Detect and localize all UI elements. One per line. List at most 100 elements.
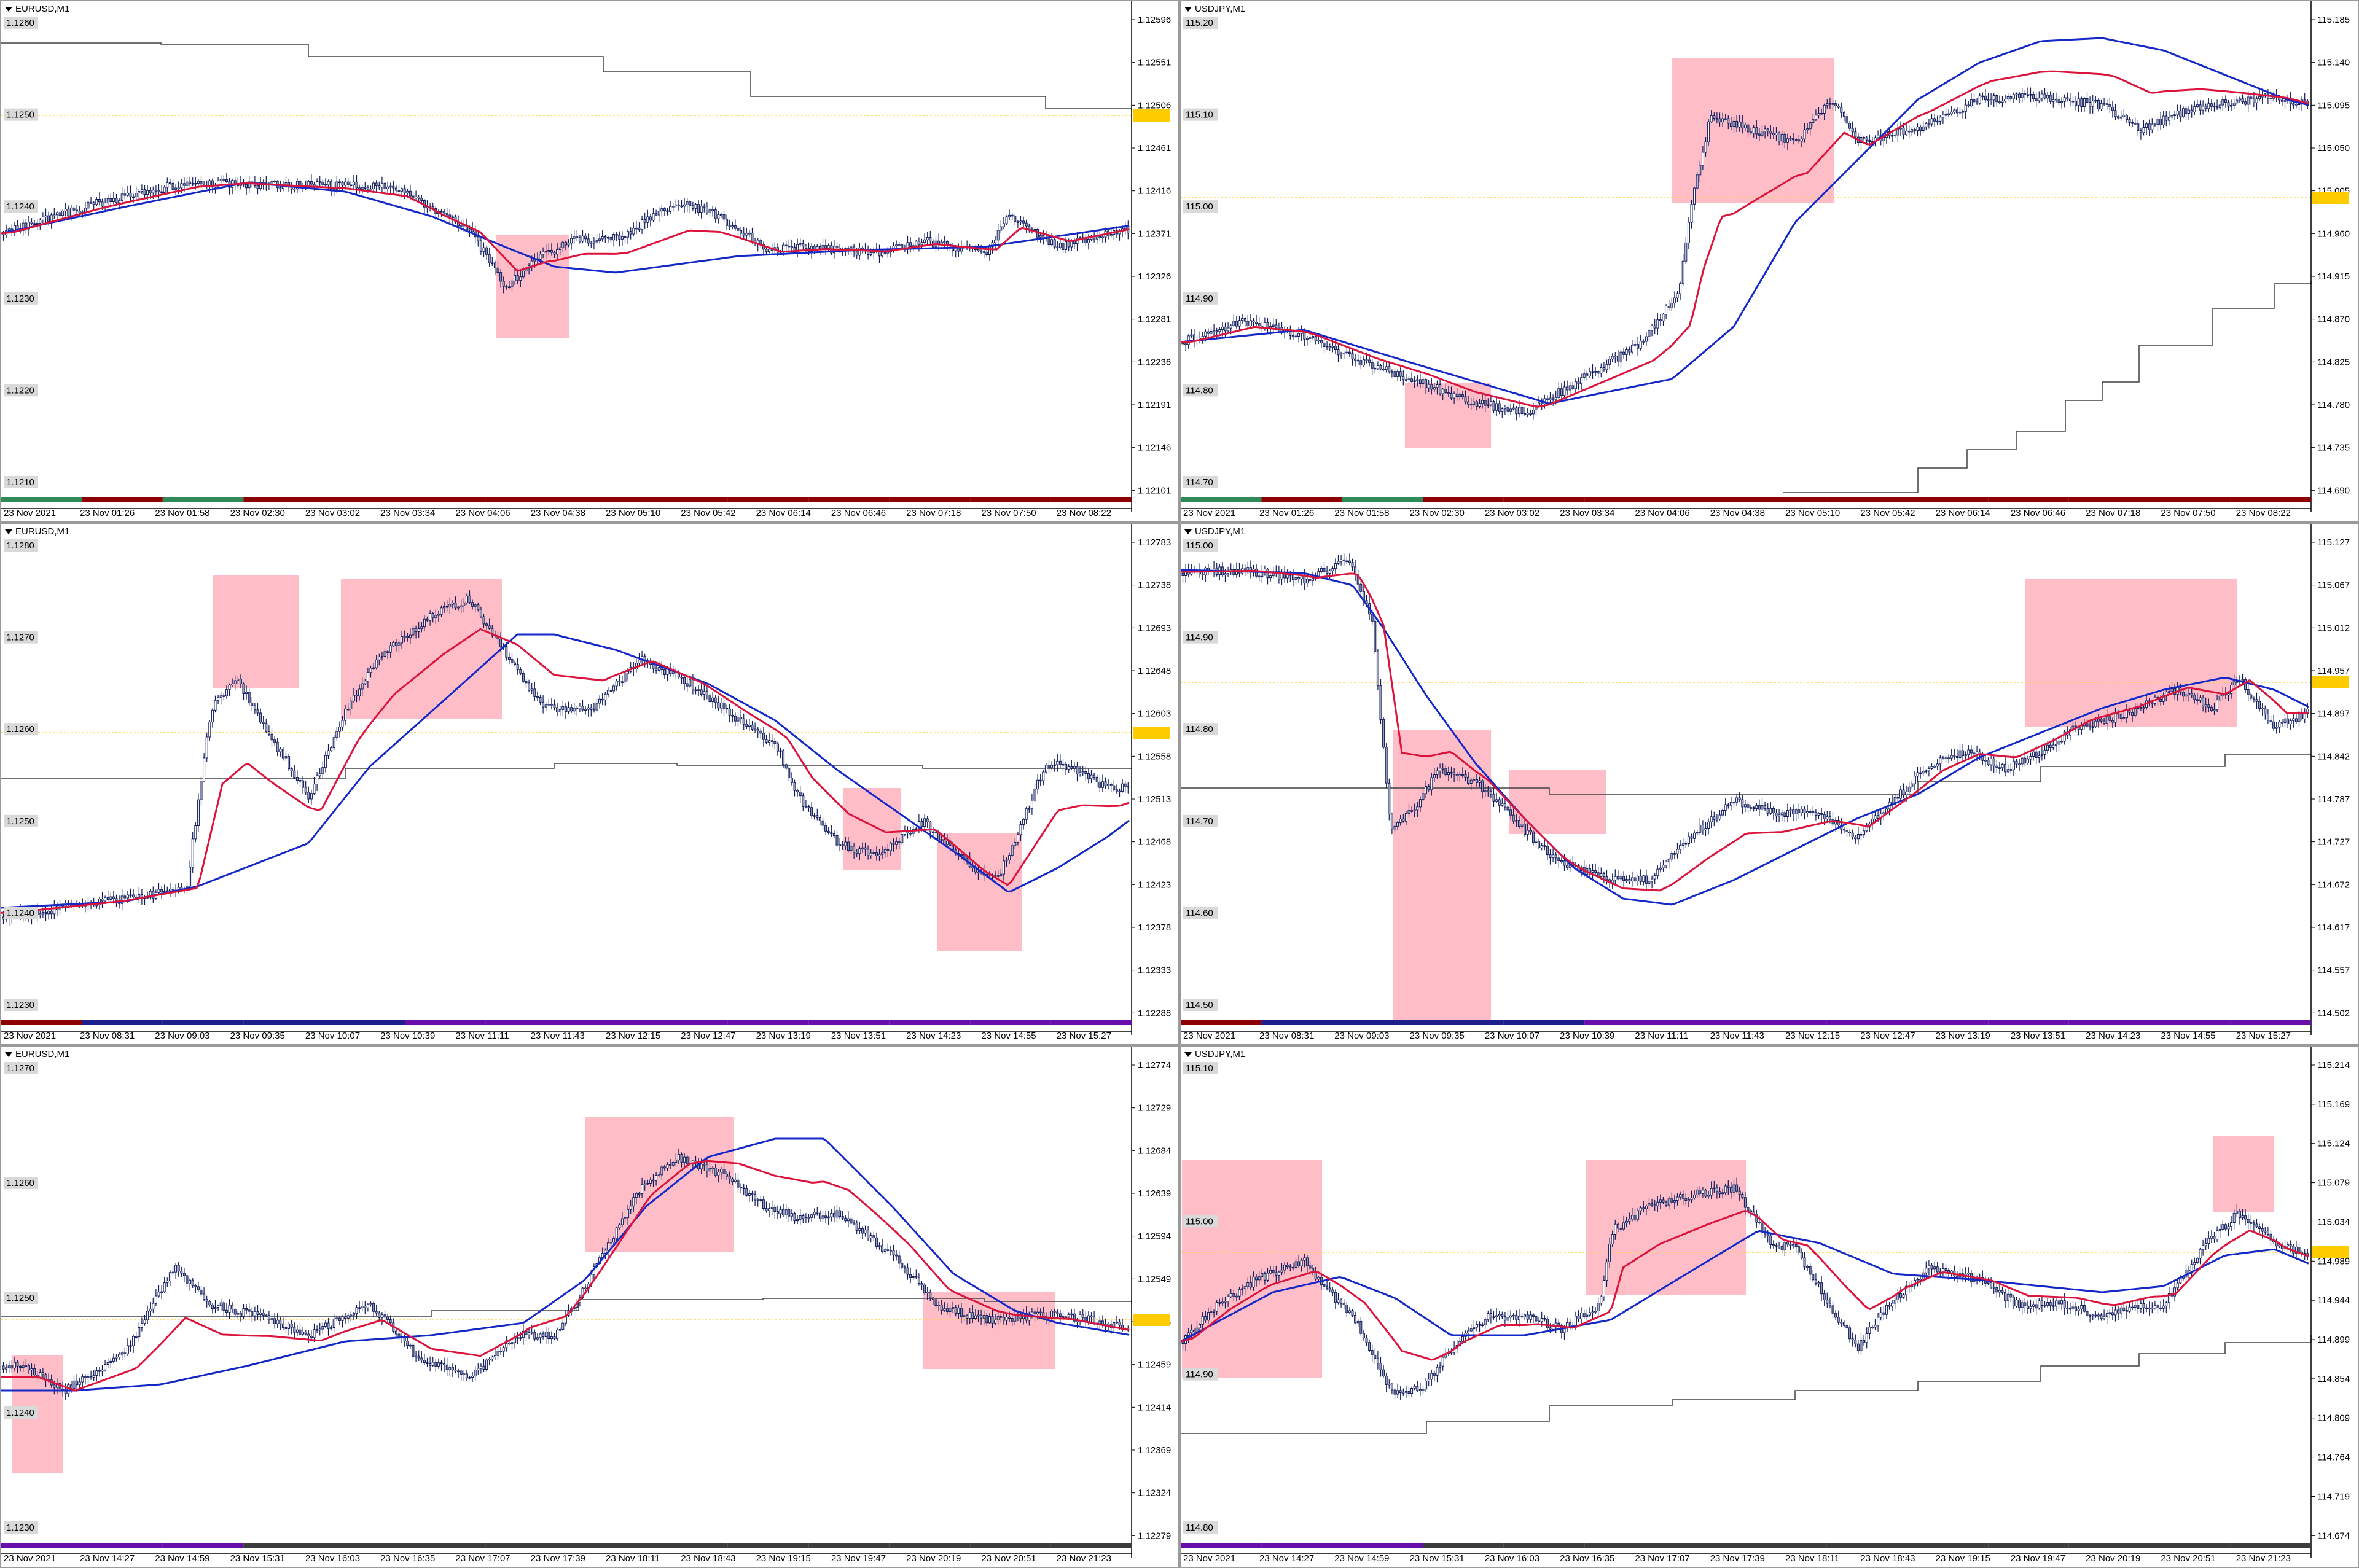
chart-title[interactable]: EURUSD,M1	[5, 4, 69, 14]
price-tick-label: 1.12324	[1138, 1488, 1171, 1499]
candle-body	[200, 781, 203, 800]
candle-body	[1213, 1311, 1216, 1313]
candle-body	[1885, 1305, 1888, 1315]
candle-body	[1625, 349, 1628, 355]
candle-body	[1098, 236, 1101, 238]
candle-body	[909, 1274, 912, 1278]
candle-body	[1478, 780, 1481, 783]
candle-body	[796, 244, 799, 252]
candle-body	[1495, 799, 1498, 802]
candle-body	[1467, 776, 1470, 784]
chart-window-3[interactable]: EURUSD,M1 1.12783 1.12738 1.12693 1.12648 1.1…	[0, 523, 1180, 1045]
price-level-tag	[4, 723, 38, 736]
triangle-down-icon[interactable]	[5, 6, 12, 12]
candle-body	[722, 214, 726, 220]
time-axis-date-label: 23 Nov 2021	[4, 1031, 56, 1041]
chart-title[interactable]: EURUSD,M1	[5, 1049, 69, 1059]
candle-body	[364, 187, 367, 189]
candle-body	[821, 820, 824, 826]
time-tick-label: 23 Nov 04:06	[1635, 508, 1689, 518]
candle-body	[1359, 360, 1363, 366]
candle-body	[861, 847, 864, 849]
candle-body	[2151, 123, 2154, 130]
candle-body	[1701, 152, 1704, 166]
candle-body	[2009, 769, 2013, 771]
price-tick-label: 1.12326	[1138, 271, 1171, 282]
candle-body	[98, 1370, 101, 1372]
price-level-tag	[4, 476, 38, 488]
session-bar-segment	[1988, 1020, 2069, 1025]
candle-body	[197, 799, 200, 827]
candle-body	[1309, 337, 1312, 339]
candle-body	[671, 206, 675, 208]
time-tick-label: 23 Nov 09:03	[155, 1031, 209, 1041]
candle-body	[1546, 846, 1549, 856]
candle-body	[262, 722, 265, 724]
candle-body	[511, 659, 514, 663]
candle-body	[2258, 701, 2261, 709]
triangle-down-icon[interactable]	[1184, 6, 1192, 12]
candle-body	[1388, 1383, 1391, 1386]
candle-body	[253, 705, 256, 711]
candle-body	[205, 736, 208, 759]
chart-title[interactable]: USDJPY,M1	[1184, 4, 1245, 14]
candle-body	[827, 245, 830, 249]
candle-body	[2108, 104, 2111, 107]
current-price-tag	[1133, 727, 1170, 739]
candle-body	[1877, 135, 1880, 138]
candle-body	[1218, 1302, 1221, 1304]
candle-body	[963, 1315, 966, 1317]
candle-body	[1848, 123, 1852, 129]
candle-body	[1732, 120, 1735, 127]
candle-body	[816, 815, 819, 819]
candle-body	[1842, 1322, 1845, 1326]
candle-body	[1090, 774, 1093, 779]
candle-body	[977, 249, 980, 251]
candle-body	[726, 219, 729, 226]
triangle-down-icon[interactable]	[1184, 1051, 1192, 1057]
candle-body	[1512, 407, 1515, 410]
candle-body	[2165, 115, 2168, 121]
candle-body	[491, 262, 494, 265]
candle-body	[1633, 344, 1637, 346]
triangle-down-icon[interactable]	[5, 1051, 12, 1057]
candle-body	[1540, 402, 1543, 405]
candle-body	[346, 1315, 350, 1319]
price-tick-label: 1.12333	[1138, 965, 1171, 976]
candle-body	[864, 1230, 867, 1234]
candle-body	[1436, 1367, 1439, 1376]
candle-body	[841, 1215, 844, 1219]
candle-body	[765, 739, 768, 743]
chart-title[interactable]: USDJPY,M1	[1184, 526, 1245, 537]
candle-body	[361, 683, 364, 690]
price-tick-label: 1.12693	[1138, 623, 1171, 633]
chart-window-4[interactable]: USDJPY,M1 115.127 115.067 115.012 114.957 114…	[1180, 523, 2359, 1045]
candle-body	[1210, 1311, 1213, 1313]
candle-body	[683, 204, 686, 207]
chart-window-2[interactable]: USDJPY,M1 115.185 115.140 115.095 115.050 115…	[1180, 0, 2359, 523]
candle-body	[219, 1302, 222, 1306]
chart-window-1[interactable]: EURUSD,M1 1.12596 1.12551 1.12506 1.12461 1.1…	[0, 0, 1180, 523]
candle-body	[1410, 378, 1414, 382]
candle-body	[1560, 388, 1563, 396]
candle-body	[1933, 1266, 1936, 1270]
candle-body	[2105, 716, 2108, 724]
candle-body	[657, 211, 660, 216]
chart-title[interactable]: USDJPY,M1	[1184, 1049, 1245, 1059]
session-bar-segment	[1342, 1020, 1423, 1025]
candle-body	[1300, 575, 1303, 580]
candle-body	[756, 728, 759, 731]
chart-window-6[interactable]: USDJPY,M1 115.214 115.169 115.124 115.079 115…	[1180, 1045, 2359, 1568]
candle-body	[528, 1332, 531, 1335]
chart-window-5[interactable]: EURUSD,M1 1.12774 1.12729 1.12684 1.12639 1.1…	[0, 1045, 1180, 1568]
candle-body	[2125, 115, 2128, 120]
chart-title[interactable]: EURUSD,M1	[5, 526, 69, 537]
candle-body	[454, 1370, 457, 1372]
triangle-down-icon[interactable]	[5, 529, 12, 534]
candle-body	[1000, 1316, 1003, 1318]
candle-body	[1582, 373, 1586, 378]
candle-body	[1927, 768, 1930, 771]
candle-body	[2024, 93, 2027, 95]
triangle-down-icon[interactable]	[1184, 529, 1192, 534]
candle-body	[61, 211, 65, 216]
